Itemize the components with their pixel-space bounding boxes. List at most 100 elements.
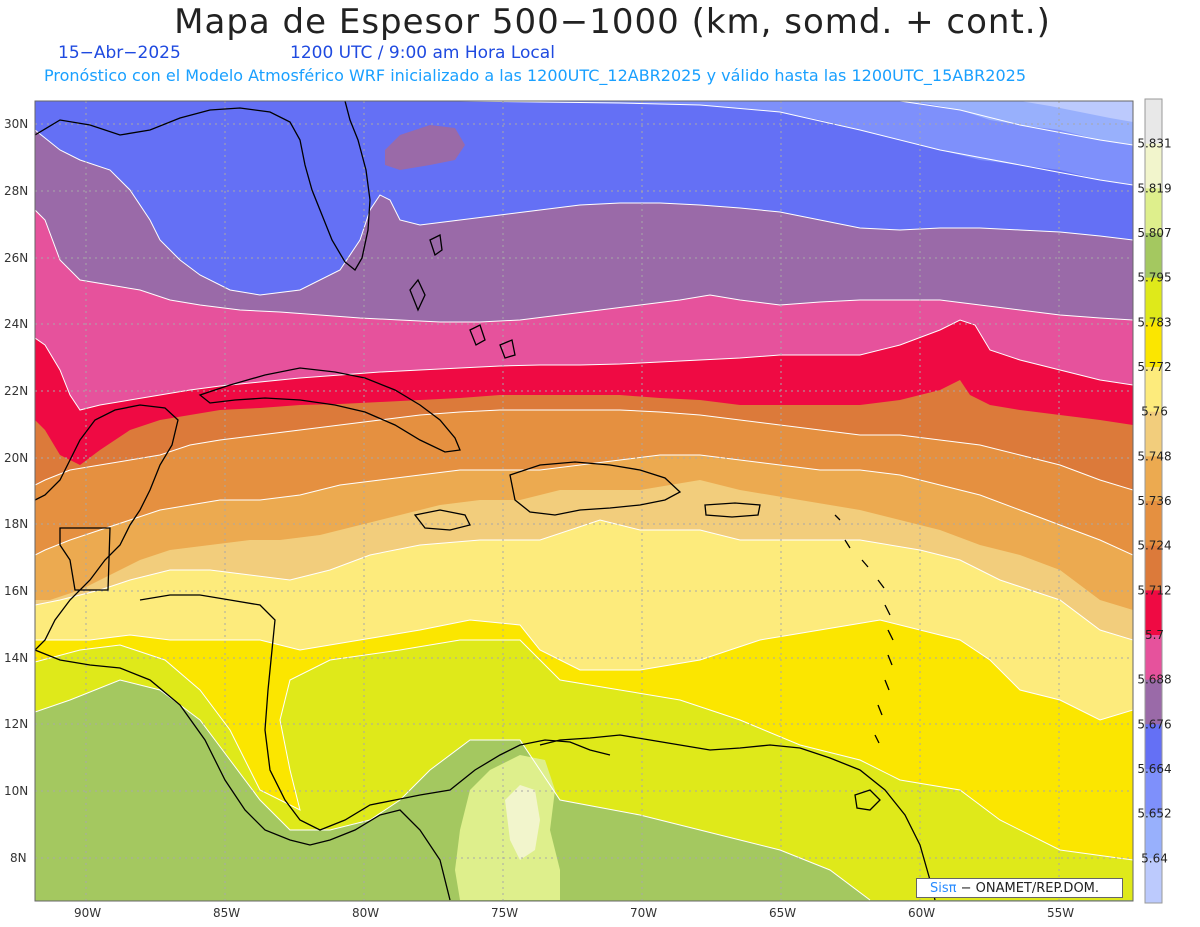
coastline-cuba <box>198 367 461 453</box>
colorbar-swatch <box>1145 322 1162 368</box>
contour-line <box>899 101 1133 146</box>
coastline-jamaica <box>413 509 471 531</box>
lat-label: 14N <box>4 651 28 665</box>
colorbar-swatch <box>1145 188 1162 234</box>
colorbar-label: 5.772 <box>1137 360 1171 374</box>
lon-label: 70W <box>630 906 657 920</box>
colorbar-swatch <box>1145 501 1162 547</box>
band-5688-patch <box>385 125 465 170</box>
lon-label: 55W <box>1047 906 1074 920</box>
coastline-gulf <box>35 101 371 271</box>
colorbar: 5.831 5.819 5.807 5.795 5.783 5.772 5.76 5.748 5… <box>1137 98 1172 904</box>
coastline-lesser-antilles <box>834 514 894 744</box>
band-5640 <box>1020 101 1133 122</box>
contour-line <box>35 679 871 901</box>
contour-line <box>459 101 1133 186</box>
contour-line <box>35 129 1133 296</box>
lon-label: 75W <box>491 906 518 920</box>
forecast-date: 15−Abr−2025 <box>58 43 181 63</box>
thickness-bands <box>35 101 1133 901</box>
credit-brand: Sisπ <box>930 881 957 896</box>
lat-label: 22N <box>4 384 28 398</box>
colorbar-label: 5.736 <box>1137 494 1171 508</box>
lat-label: 16N <box>4 584 28 598</box>
forecast-time: 1200 UTC / 9:00 am Hora Local <box>290 43 555 63</box>
forecast-description: Pronóstico con el Modelo Atmosférico WRF… <box>44 66 1027 85</box>
colorbar-swatch <box>1145 545 1162 591</box>
band-5676 <box>35 101 1133 295</box>
coastline-hispaniola <box>509 461 682 516</box>
coastlines <box>35 101 936 901</box>
band-5831 <box>505 785 540 860</box>
lat-label: 12N <box>4 717 28 731</box>
band-5664 <box>360 101 1133 185</box>
lat-label: 24N <box>4 317 28 331</box>
colorbar-swatch <box>1145 858 1162 904</box>
lat-label: 30N <box>4 117 28 131</box>
contour-line <box>35 619 1133 721</box>
contour-line <box>35 519 1133 641</box>
colorbar-swatch <box>1145 367 1162 413</box>
coastline-puerto-rico <box>704 502 761 518</box>
lon-label: 85W <box>213 906 240 920</box>
colorbar-swatch <box>1145 813 1162 859</box>
lon-label: 80W <box>352 906 379 920</box>
colorbar-label: 5.76 <box>1141 405 1168 419</box>
credit-box: Sisπ − ONAMET/REP.DOM. <box>916 878 1123 898</box>
colorbar-label: 5.64 <box>1141 851 1168 865</box>
coastline-south-america <box>539 734 936 901</box>
colorbar-label: 5.748 <box>1137 449 1171 463</box>
lat-label: 18N <box>4 517 28 531</box>
coastline-trinidad <box>854 789 881 811</box>
colorbar-label: 5.724 <box>1137 539 1171 553</box>
map-grid <box>35 101 1133 901</box>
colorbar-label: 5.831 <box>1137 137 1171 151</box>
map-frame <box>34 100 1134 902</box>
contour-line <box>35 319 1133 411</box>
lat-label: 10N <box>4 784 28 798</box>
coastline-central-america <box>35 649 451 901</box>
colorbar-frame <box>1144 98 1163 904</box>
colorbar-label: 5.664 <box>1137 762 1171 776</box>
lon-label: 60W <box>908 906 935 920</box>
colorbar-label: 5.676 <box>1137 717 1171 731</box>
contour-line <box>35 639 1133 861</box>
lat-label: 28N <box>4 184 28 198</box>
colorbar-label: 5.712 <box>1137 583 1171 597</box>
colorbar-swatch <box>1145 590 1162 636</box>
colorbar-swatch <box>1145 769 1162 815</box>
colorbar-swatch <box>1145 411 1162 457</box>
colorbar-swatch <box>1145 277 1162 323</box>
colorbar-label: 5.688 <box>1137 673 1171 687</box>
longitude-axis: 90W 85W 80W 75W 70W 65W 60W 55W <box>74 906 1074 920</box>
colorbar-swatch <box>1145 635 1162 681</box>
page-title: Mapa de Espesor 500−1000 (km, somd. + co… <box>174 2 1051 42</box>
colorbar-label: 5.795 <box>1137 271 1171 285</box>
colorbar-swatch <box>1145 679 1162 725</box>
colorbar-label: 5.7 <box>1145 628 1164 642</box>
contour-lines <box>35 101 1133 901</box>
lon-label: 90W <box>74 906 101 920</box>
colorbar-swatch <box>1145 724 1162 770</box>
colorbar-swatch <box>1145 233 1162 279</box>
lat-label: 26N <box>4 251 28 265</box>
colorbar-swatch <box>1145 143 1162 189</box>
lon-label: 65W <box>769 906 796 920</box>
contour-line <box>35 454 1133 556</box>
coastline-bahamas <box>409 234 516 359</box>
colorbar-label: 5.783 <box>1137 315 1171 329</box>
contour-line <box>35 409 1133 491</box>
colorbar-label: 5.652 <box>1137 807 1171 821</box>
colorbar-label: 5.819 <box>1137 181 1171 195</box>
colorbar-swatch <box>1145 456 1162 502</box>
border-belize <box>59 527 111 591</box>
band-5652 <box>820 101 1133 145</box>
credit-text: − ONAMET/REP.DOM. <box>960 881 1100 896</box>
lat-label: 8N <box>10 851 27 865</box>
colorbar-swatch <box>1145 99 1162 145</box>
colorbar-label: 5.807 <box>1137 226 1171 240</box>
latitude-axis: 30N 28N 26N 24N 22N 20N 18N 16N 14N 12N … <box>4 117 28 865</box>
lat-label: 20N <box>4 451 28 465</box>
